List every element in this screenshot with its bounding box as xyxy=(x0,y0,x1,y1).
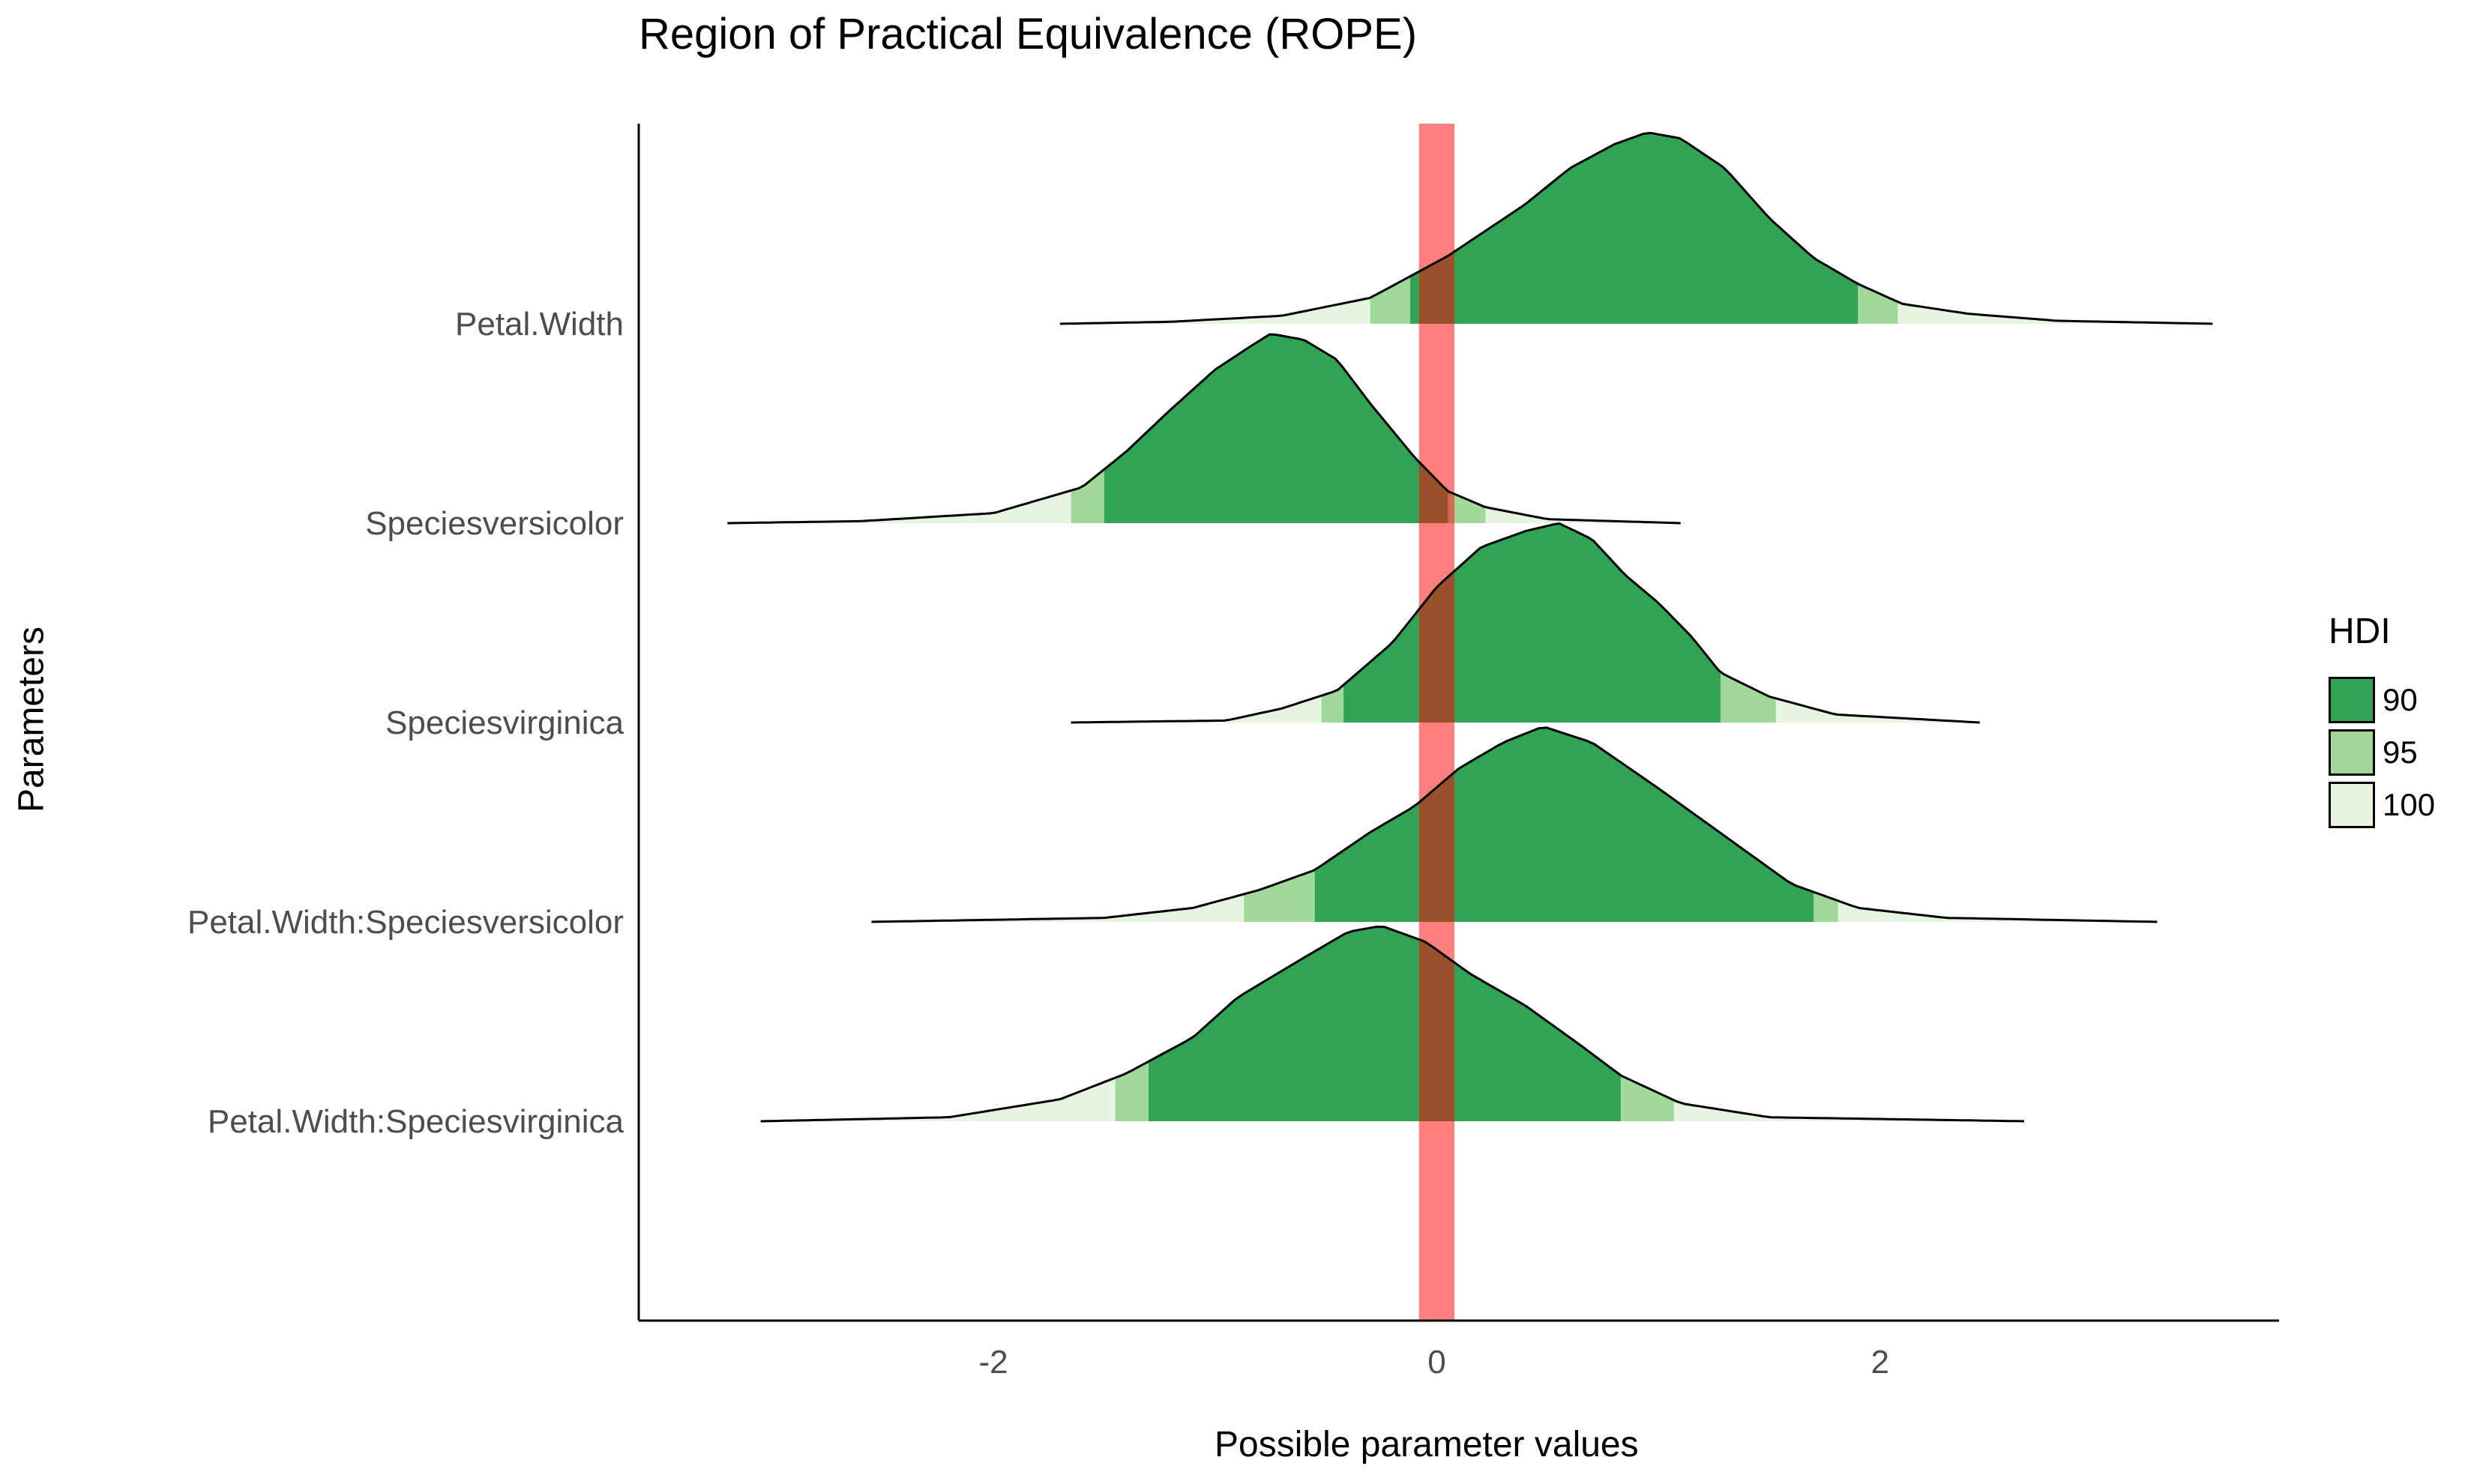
density-petal-width-speciesversicolor-hdi90 xyxy=(1314,728,1814,922)
density-outline-speciesversicolor xyxy=(727,333,1681,525)
density-outline-speciesvirginica xyxy=(1071,522,1980,724)
legend-title: HDI xyxy=(2329,612,2391,651)
y-axis-label: Parameters xyxy=(11,626,52,813)
legend-swatch-90 xyxy=(2329,677,2375,723)
y-tick-label-petal-width-speciesversicolor: Petal.Width:Speciesversicolor xyxy=(187,904,624,941)
y-tick-label-speciesversicolor: Speciesversicolor xyxy=(365,505,624,542)
legend-swatch-95 xyxy=(2329,729,2375,776)
legend-item-95: 95 xyxy=(2329,727,2418,778)
x-tick-label: -2 xyxy=(979,1344,1008,1381)
legend-item-100: 100 xyxy=(2329,779,2435,830)
legend-label-90: 90 xyxy=(2383,682,2418,717)
density-outline-petal-width-speciesvirginica xyxy=(760,925,2025,1123)
x-tick-label: 0 xyxy=(1427,1344,1445,1381)
density-outline-petal-width-speciesversicolor xyxy=(871,726,2158,923)
y-tick-label-petal-width: Petal.Width xyxy=(455,306,624,343)
density-speciesversicolor-hdi90 xyxy=(1104,334,1448,523)
legend-swatch-100 xyxy=(2329,782,2375,828)
legend-label-100: 100 xyxy=(2383,787,2436,822)
legend-label-95: 95 xyxy=(2383,735,2418,770)
x-tick-label: 2 xyxy=(1871,1344,1889,1381)
chart-title: Region of Practical Equivalence (ROPE) xyxy=(639,10,1418,58)
density-outline-layer xyxy=(727,131,2213,1123)
legend-item-90: 90 xyxy=(2329,675,2418,726)
y-tick-label-speciesvirginica: Speciesvirginica xyxy=(385,705,624,741)
density-petal-width-hdi90 xyxy=(1410,133,1858,324)
density-speciesvirginica-hdi90 xyxy=(1343,523,1721,723)
y-tick-label-petal-width-speciesvirginica: Petal.Width:Speciesvirginica xyxy=(208,1103,624,1140)
density-petal-width-speciesvirginica-hdi90 xyxy=(1149,926,1621,1121)
x-axis-label: Possible parameter values xyxy=(1215,1425,1639,1465)
x-tick-labels: -2 0 2 xyxy=(979,1344,1890,1381)
rope-band xyxy=(1418,124,1455,1321)
y-tick-labels: Petal.Width Speciesversicolor Speciesvirgi… xyxy=(187,306,624,1140)
density-outline-petal-width xyxy=(1059,131,2213,325)
